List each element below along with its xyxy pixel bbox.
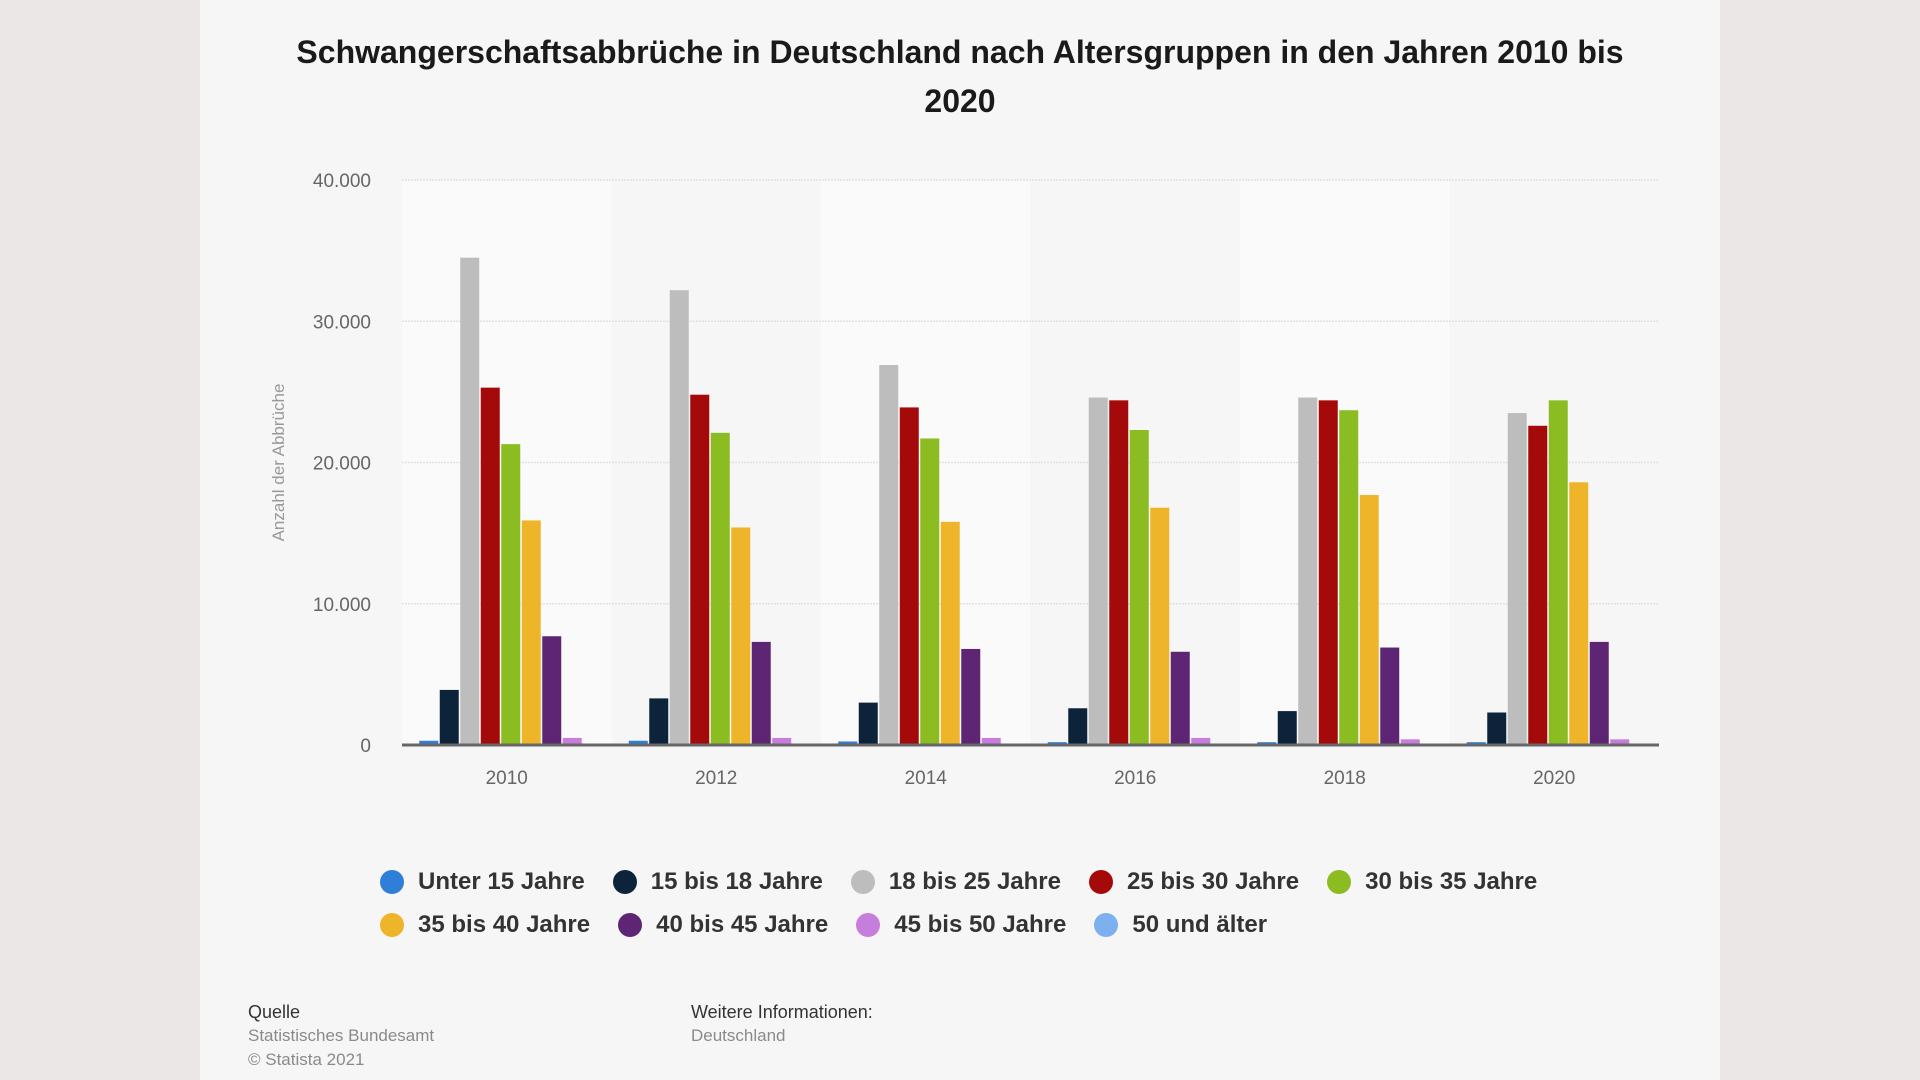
legend-label: 25 bis 30 Jahre — [1127, 867, 1300, 895]
legend-dot-icon — [618, 912, 643, 937]
bar — [1528, 425, 1548, 745]
bar — [1088, 397, 1108, 745]
bar — [542, 636, 562, 745]
legend-dot-icon — [1327, 869, 1352, 894]
bar — [1359, 494, 1379, 745]
legend-dot-icon — [380, 869, 404, 894]
bar — [690, 394, 710, 745]
source-block: Quelle Statistisches Bundesamt © Statist… — [248, 1000, 434, 1072]
legend-dot-icon — [380, 912, 404, 937]
bar — [419, 740, 439, 745]
bar — [501, 444, 521, 745]
x-tick-label: 2020 — [1533, 768, 1575, 789]
bar — [649, 698, 669, 745]
legend-item[interactable]: 50 und älter — [1094, 911, 1267, 939]
y-tick-label: 40.000 — [313, 171, 371, 192]
bar — [940, 521, 960, 745]
bar — [1318, 400, 1338, 745]
bar — [981, 737, 1001, 745]
legend-dot-icon — [612, 869, 637, 894]
chart-title: Schwangerschaftsabbrüche in Deutschland … — [296, 34, 1624, 119]
info-block: Weitere Informationen: Deutschland — [691, 1000, 873, 1048]
legend-label: 35 bis 40 Jahre — [418, 910, 591, 938]
legend-dot-icon — [850, 869, 875, 894]
x-tick-label: 2010 — [486, 768, 528, 789]
bar — [899, 407, 919, 745]
x-tick-label: 2018 — [1324, 768, 1366, 789]
legend-label: 30 bis 35 Jahre — [1365, 867, 1538, 895]
bar — [1129, 430, 1149, 745]
info-text[interactable]: Deutschland — [691, 1026, 786, 1045]
bar — [439, 689, 459, 745]
legend-label: 18 bis 25 Jahre — [888, 867, 1061, 895]
legend-row: 35 bis 40 Jahre 40 bis 45 Jahre 45 bis 50 … — [380, 903, 1580, 946]
bar — [1569, 482, 1589, 745]
bar — [1380, 647, 1400, 745]
legend-label: 40 bis 45 Jahre — [656, 910, 829, 938]
bar — [838, 741, 858, 745]
bar — [669, 290, 689, 745]
bar — [1109, 400, 1129, 745]
bar — [480, 387, 500, 745]
y-tick-label: 10.000 — [313, 595, 371, 616]
legend: Unter 15 Jahre 15 bis 18 Jahre 18 bis 25 J… — [380, 860, 1580, 946]
legend-label: Unter 15 Jahre — [418, 867, 585, 895]
bar — [961, 648, 981, 745]
x-tick-label: 2016 — [1114, 768, 1156, 789]
bar — [1277, 711, 1297, 745]
bar — [1610, 739, 1630, 745]
bar — [879, 365, 899, 745]
legend-dot-icon — [1089, 869, 1113, 894]
x-tick-label: 2014 — [905, 768, 948, 789]
legend-label: 45 bis 50 Jahre — [894, 910, 1067, 938]
bar-chart: 0 10.000 20.000 30.000 40.000 Anzahl der Abbr… — [269, 171, 1659, 789]
bar — [751, 641, 771, 745]
legend-label: 50 und älter — [1132, 910, 1268, 938]
bar — [1400, 739, 1420, 745]
legend-item[interactable]: 15 bis 18 Jahre — [612, 867, 823, 896]
bar — [1068, 708, 1088, 745]
bar — [1589, 641, 1609, 745]
bar — [731, 527, 751, 745]
bar — [1170, 651, 1190, 745]
info-label: Weitere Informationen: — [691, 1002, 873, 1022]
legend-row: Unter 15 Jahre 15 bis 18 Jahre 18 bis 25 J… — [380, 860, 1580, 903]
bar — [772, 737, 792, 745]
legend-dot-icon — [856, 912, 881, 937]
bar — [920, 438, 940, 745]
legend-item[interactable]: Unter 15 Jahre — [380, 868, 585, 896]
bar — [710, 432, 730, 745]
bar — [858, 702, 878, 745]
bar — [1548, 400, 1568, 745]
y-tick-label: 0 — [360, 736, 371, 757]
legend-item[interactable]: 25 bis 30 Jahre — [1089, 868, 1299, 896]
y-tick-label: 20.000 — [313, 454, 371, 475]
bar — [460, 257, 480, 745]
y-axis-label: Anzahl der Abbrüche — [269, 384, 288, 542]
source-label: Quelle — [248, 1002, 301, 1022]
legend-item[interactable]: 35 bis 40 Jahre — [380, 911, 590, 939]
legend-item[interactable]: 45 bis 50 Jahre — [856, 911, 1066, 939]
bar — [1339, 410, 1359, 745]
legend-item[interactable]: 18 bis 25 Jahre — [850, 867, 1061, 896]
bar — [1191, 737, 1211, 745]
bar — [628, 740, 648, 745]
copyright-text: © Statista 2021 — [248, 1050, 365, 1069]
legend-item[interactable]: 40 bis 45 Jahre — [618, 911, 828, 939]
legend-label: 15 bis 18 Jahre — [650, 867, 823, 895]
bar — [1150, 507, 1170, 745]
bar — [1487, 712, 1507, 745]
legend-item[interactable]: 30 bis 35 Jahre — [1327, 868, 1537, 896]
bar — [562, 737, 582, 745]
bar — [1507, 413, 1527, 745]
y-tick-label: 30.000 — [313, 312, 371, 333]
x-tick-label: 2012 — [695, 768, 737, 789]
bar — [521, 520, 541, 745]
source-text[interactable]: Statistisches Bundesamt — [248, 1026, 435, 1045]
bar — [1298, 397, 1318, 745]
legend-dot-icon — [1094, 912, 1119, 937]
